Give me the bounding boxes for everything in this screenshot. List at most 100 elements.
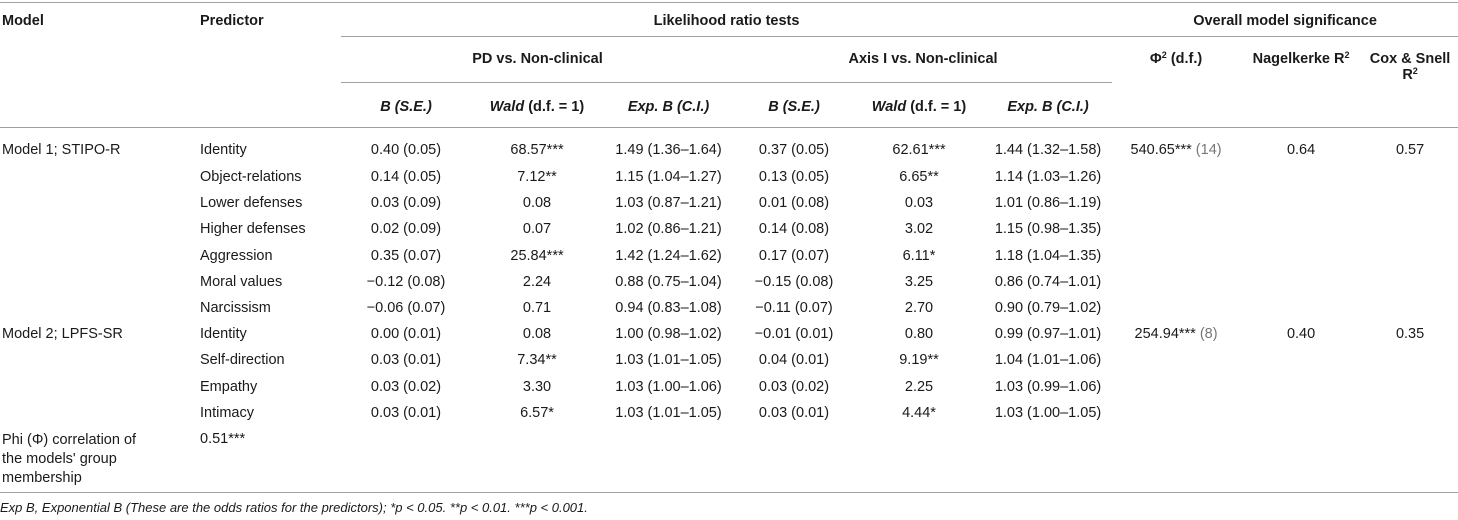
ax-b-cell: −0.01 (0.01) xyxy=(754,326,834,343)
pd-wald-cell: 0.08 xyxy=(522,195,552,212)
ax-b-cell: 0.17 (0.07) xyxy=(758,247,830,264)
pd-exp-cell: 1.15 (1.04–1.27) xyxy=(615,169,722,185)
coxsnell-cell: 0.35 xyxy=(1395,326,1425,343)
pd-exp-cell: 1.03 (1.01–1.05) xyxy=(615,404,722,421)
predictor-cell: Lower defenses xyxy=(200,195,303,212)
pd-b-cell: −0.12 (0.08) xyxy=(366,273,446,290)
table-row: Phi (Φ) correlation of the models' group… xyxy=(0,426,1458,496)
pd-b-cell: 0.35 (0.07) xyxy=(370,247,442,264)
pd-exp-cell: 1.49 (1.36–1.64) xyxy=(615,142,722,158)
ax-exp-cell: 0.90 (0.79–1.02) xyxy=(994,299,1102,316)
model-name: Model 1; STIPO-R xyxy=(2,142,121,158)
pd-wald-cell: 25.84*** xyxy=(510,247,564,264)
ax-b-cell: 0.01 (0.08) xyxy=(758,195,830,212)
pd-exp-cell: 1.03 (1.01–1.05) xyxy=(615,352,722,369)
predictor-cell: Aggression xyxy=(200,247,273,264)
pd-b-cell: −0.06 (0.07) xyxy=(366,299,446,316)
ax-b-cell: 0.03 (0.01) xyxy=(758,404,830,421)
header-phi-df: Φ2 (d.f.) xyxy=(1112,35,1241,83)
ax-exp-cell: 1.18 (1.04–1.35) xyxy=(994,247,1102,264)
phi-cell: 254.94*** (8) xyxy=(1134,326,1218,343)
ax-wald-cell: 2.25 xyxy=(904,378,934,395)
table-row: Empathy 0.03 (0.02) 3.30 1.03 (1.00–1.06… xyxy=(0,374,1458,400)
pd-b-cell: 0.03 (0.01) xyxy=(370,404,442,421)
header-pd-group: PD vs. Non-clinical xyxy=(341,35,734,83)
ax-wald-cell: 6.11* xyxy=(902,247,936,264)
predictor-cell: Object-relations xyxy=(200,169,302,185)
pd-b-cell: 0.02 (0.09) xyxy=(370,221,442,238)
ax-exp-cell: 0.86 (0.74–1.01) xyxy=(994,273,1102,290)
ax-wald-cell: 62.61*** xyxy=(892,142,946,158)
table-row: Object-relations 0.14 (0.05) 7.12** 1.15… xyxy=(0,164,1458,190)
predictor-cell: Identity xyxy=(200,326,247,343)
header-axis-group: Axis I vs. Non-clinical xyxy=(734,35,1113,83)
table-row: Model 1; STIPO-R Identity 0.40 (0.05) 68… xyxy=(0,128,1458,164)
table-row: Lower defenses 0.03 (0.09) 0.08 1.03 (0.… xyxy=(0,190,1458,216)
phi-cell: 540.65*** (14) xyxy=(1130,142,1222,158)
pd-b-cell: 0.03 (0.01) xyxy=(370,352,442,369)
phi-row-label: Phi (Φ) correlation of the models' group… xyxy=(2,431,137,486)
ax-wald-cell: 3.25 xyxy=(904,273,934,290)
model-name: Model 2; LPFS-SR xyxy=(2,326,123,343)
table-header: Model Predictor Likelihood ratio tests O… xyxy=(0,2,1458,128)
ax-wald-cell: 6.65** xyxy=(899,169,939,185)
predictor-cell: Narcissism xyxy=(200,299,271,316)
ax-exp-cell: 1.14 (1.03–1.26) xyxy=(994,169,1102,185)
pd-b-cell: 0.03 (0.09) xyxy=(370,195,442,212)
predictor-cell: Moral values xyxy=(200,273,283,290)
ax-exp-cell: 1.04 (1.01–1.06) xyxy=(994,352,1102,369)
pd-wald-cell: 0.71 xyxy=(522,299,552,316)
predictor-cell: Empathy xyxy=(200,378,258,395)
pd-wald-cell: 0.07 xyxy=(522,221,552,238)
predictor-cell: Identity xyxy=(200,142,247,158)
ax-b-cell: 0.13 (0.05) xyxy=(758,169,830,185)
header-ax-exp: Exp. B (C.I.) xyxy=(984,82,1113,128)
header-pd-wald: Wald (d.f. = 1) xyxy=(471,82,603,128)
ax-wald-cell: 2.70 xyxy=(904,299,934,316)
pd-b-cell: 0.40 (0.05) xyxy=(370,142,442,158)
header-coxsnell: Cox & Snell R2 xyxy=(1362,35,1458,83)
pd-wald-cell: 7.34** xyxy=(517,352,557,369)
header-ax-wald: Wald (d.f. = 1) xyxy=(854,82,984,128)
ax-exp-cell: 0.99 (0.97–1.01) xyxy=(994,326,1102,343)
header-pd-b: B (S.E.) xyxy=(341,82,471,128)
ax-wald-cell: 4.44* xyxy=(902,404,936,421)
ax-wald-cell: 9.19** xyxy=(899,352,939,369)
table-row: Aggression 0.35 (0.07) 25.84*** 1.42 (1.… xyxy=(0,243,1458,269)
header-nagelkerke: Nagelkerke R2 xyxy=(1240,35,1363,83)
table-row: Higher defenses 0.02 (0.09) 0.07 1.02 (0… xyxy=(0,216,1458,242)
bottom-rule xyxy=(0,492,1458,493)
pd-b-cell: 0.00 (0.01) xyxy=(370,326,442,343)
table-footnote: Exp B, Exponential B (These are the odds… xyxy=(0,500,588,515)
table-body: Model 1; STIPO-R Identity 0.40 (0.05) 68… xyxy=(0,128,1458,496)
nagelkerke-cell: 0.40 xyxy=(1286,326,1316,343)
pd-wald-cell: 6.57* xyxy=(520,404,554,421)
pd-exp-cell: 0.88 (0.75–1.04) xyxy=(615,273,722,290)
pd-exp-cell: 1.42 (1.24–1.62) xyxy=(615,247,722,264)
ax-b-cell: −0.15 (0.08) xyxy=(754,273,834,290)
top-rule xyxy=(0,2,1458,3)
results-table: Model Predictor Likelihood ratio tests O… xyxy=(0,2,1458,496)
pd-wald-cell: 7.12** xyxy=(517,169,557,185)
ax-exp-cell: 1.03 (1.00–1.05) xyxy=(994,404,1102,421)
header-lrt: Likelihood ratio tests xyxy=(653,13,800,29)
predictor-cell: Intimacy xyxy=(200,404,254,421)
pd-wald-cell: 0.08 xyxy=(522,326,552,343)
ax-exp-cell: 1.01 (0.86–1.19) xyxy=(994,195,1102,212)
ax-b-cell: 0.14 (0.08) xyxy=(758,221,830,238)
table-row: Narcissism −0.06 (0.07) 0.71 0.94 (0.83–… xyxy=(0,295,1458,321)
predictor-cell: Higher defenses xyxy=(200,221,306,238)
predictor-cell: Self-direction xyxy=(200,352,285,369)
ax-wald-cell: 0.80 xyxy=(904,326,934,343)
ax-exp-cell: 1.44 (1.32–1.58) xyxy=(994,142,1102,158)
ax-b-cell: 0.04 (0.01) xyxy=(758,352,830,369)
pd-exp-cell: 1.03 (1.00–1.06) xyxy=(615,378,722,395)
pd-wald-cell: 2.24 xyxy=(522,273,552,290)
table-row: Self-direction 0.03 (0.01) 7.34** 1.03 (… xyxy=(0,347,1458,373)
ax-b-cell: 0.03 (0.02) xyxy=(758,378,830,395)
table-row: Intimacy 0.03 (0.01) 6.57* 1.03 (1.01–1.… xyxy=(0,400,1458,426)
ax-wald-cell: 3.02 xyxy=(904,221,934,238)
pd-b-cell: 0.03 (0.02) xyxy=(370,378,442,395)
header-ax-b: B (S.E.) xyxy=(734,82,854,128)
nagelkerke-cell: 0.64 xyxy=(1286,142,1316,158)
